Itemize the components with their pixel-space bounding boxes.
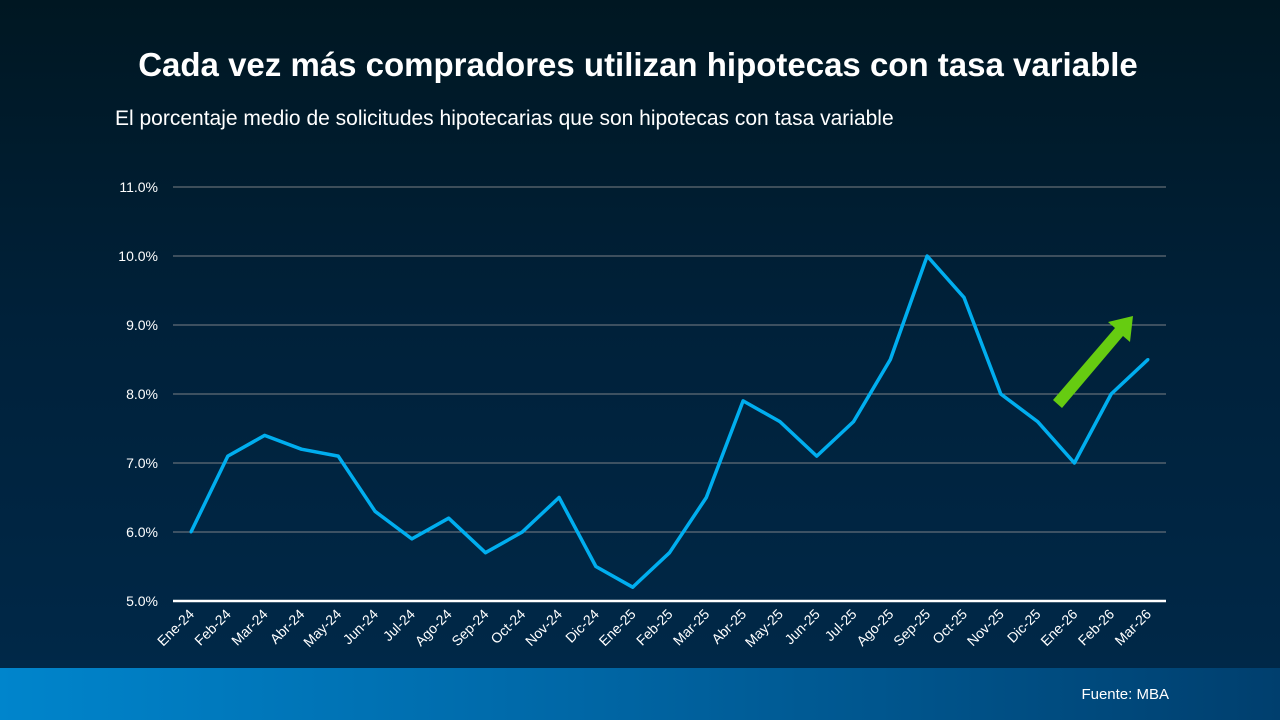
data-point (925, 254, 929, 258)
data-point (373, 509, 377, 513)
x-tick-label: Ene-24 (154, 606, 197, 649)
data-point (999, 392, 1003, 396)
data-point (1036, 420, 1040, 424)
data-point (410, 537, 414, 541)
x-tick-label: Ago-24 (412, 606, 455, 649)
data-point (704, 496, 708, 499)
y-tick-label: 7.0% (126, 455, 158, 471)
chart-subtitle: El porcentaje medio de solicitudes hipot… (115, 107, 894, 130)
data-point (1109, 392, 1113, 396)
x-tick-label: May-25 (742, 606, 786, 650)
data-point (483, 551, 487, 555)
x-tick-label: Feb-24 (191, 606, 234, 649)
chart-title: Cada vez más compradores utilizan hipote… (138, 46, 1138, 83)
x-tick-label: Dic-25 (1004, 606, 1044, 646)
data-point (668, 551, 671, 555)
data-point (778, 420, 782, 424)
x-tick-label: Mar-24 (228, 606, 271, 649)
x-tick-label: Dic-24 (562, 606, 602, 646)
x-tick-label: Mar-26 (1111, 606, 1154, 649)
x-tick-label: Oct-24 (487, 606, 528, 647)
y-tick-label: 6.0% (126, 524, 158, 540)
data-point (741, 399, 745, 403)
data-point (888, 358, 892, 361)
x-tick-label: Jun-24 (340, 606, 382, 648)
data-point (226, 454, 230, 458)
arrow-shape (1053, 316, 1133, 408)
x-tick-label: Nov-25 (964, 606, 1007, 649)
data-line (189, 254, 1150, 589)
data-point (189, 530, 193, 534)
x-tick-label: Oct-25 (929, 606, 970, 647)
y-tick-label: 8.0% (126, 386, 158, 402)
x-tick-label: Feb-26 (1075, 606, 1118, 649)
x-tick-label: Ene-25 (596, 606, 639, 649)
data-point (852, 420, 856, 424)
footer-bar: Fuente: MBA (0, 668, 1280, 720)
data-point (815, 454, 819, 458)
x-tick-label: Nov-24 (522, 606, 565, 649)
source-label: Fuente: MBA (1081, 686, 1169, 703)
y-tick-label: 9.0% (126, 317, 158, 333)
data-point (1146, 358, 1150, 361)
x-tick-label: Sep-24 (448, 606, 491, 649)
data-point (557, 496, 561, 499)
data-point (263, 433, 267, 437)
data-point (520, 530, 524, 534)
y-tick-label: 11.0% (119, 179, 158, 195)
data-point (299, 447, 303, 451)
x-tick-label: Jun-25 (781, 606, 823, 648)
x-tick-label: Feb-25 (633, 606, 676, 649)
x-tick-label: Sep-25 (890, 606, 933, 649)
data-point (336, 454, 340, 458)
x-tick-label: May-24 (300, 606, 344, 650)
x-tick-label: Ago-25 (853, 606, 896, 649)
x-tick-label: Mar-25 (670, 606, 713, 649)
y-tick-label: 5.0% (126, 593, 158, 609)
line-chart: 5.0%6.0%7.0%8.0%9.0%10.0%11.0%Ene-24Feb-… (118, 179, 1166, 650)
data-point (962, 295, 966, 299)
data-point (594, 565, 598, 568)
data-point (631, 585, 635, 589)
x-tick-label: Ene-26 (1037, 606, 1080, 649)
trend-arrow-icon (1053, 316, 1133, 408)
y-tick-label: 10.0% (118, 248, 158, 264)
data-point (1072, 461, 1076, 465)
data-point (447, 516, 451, 520)
